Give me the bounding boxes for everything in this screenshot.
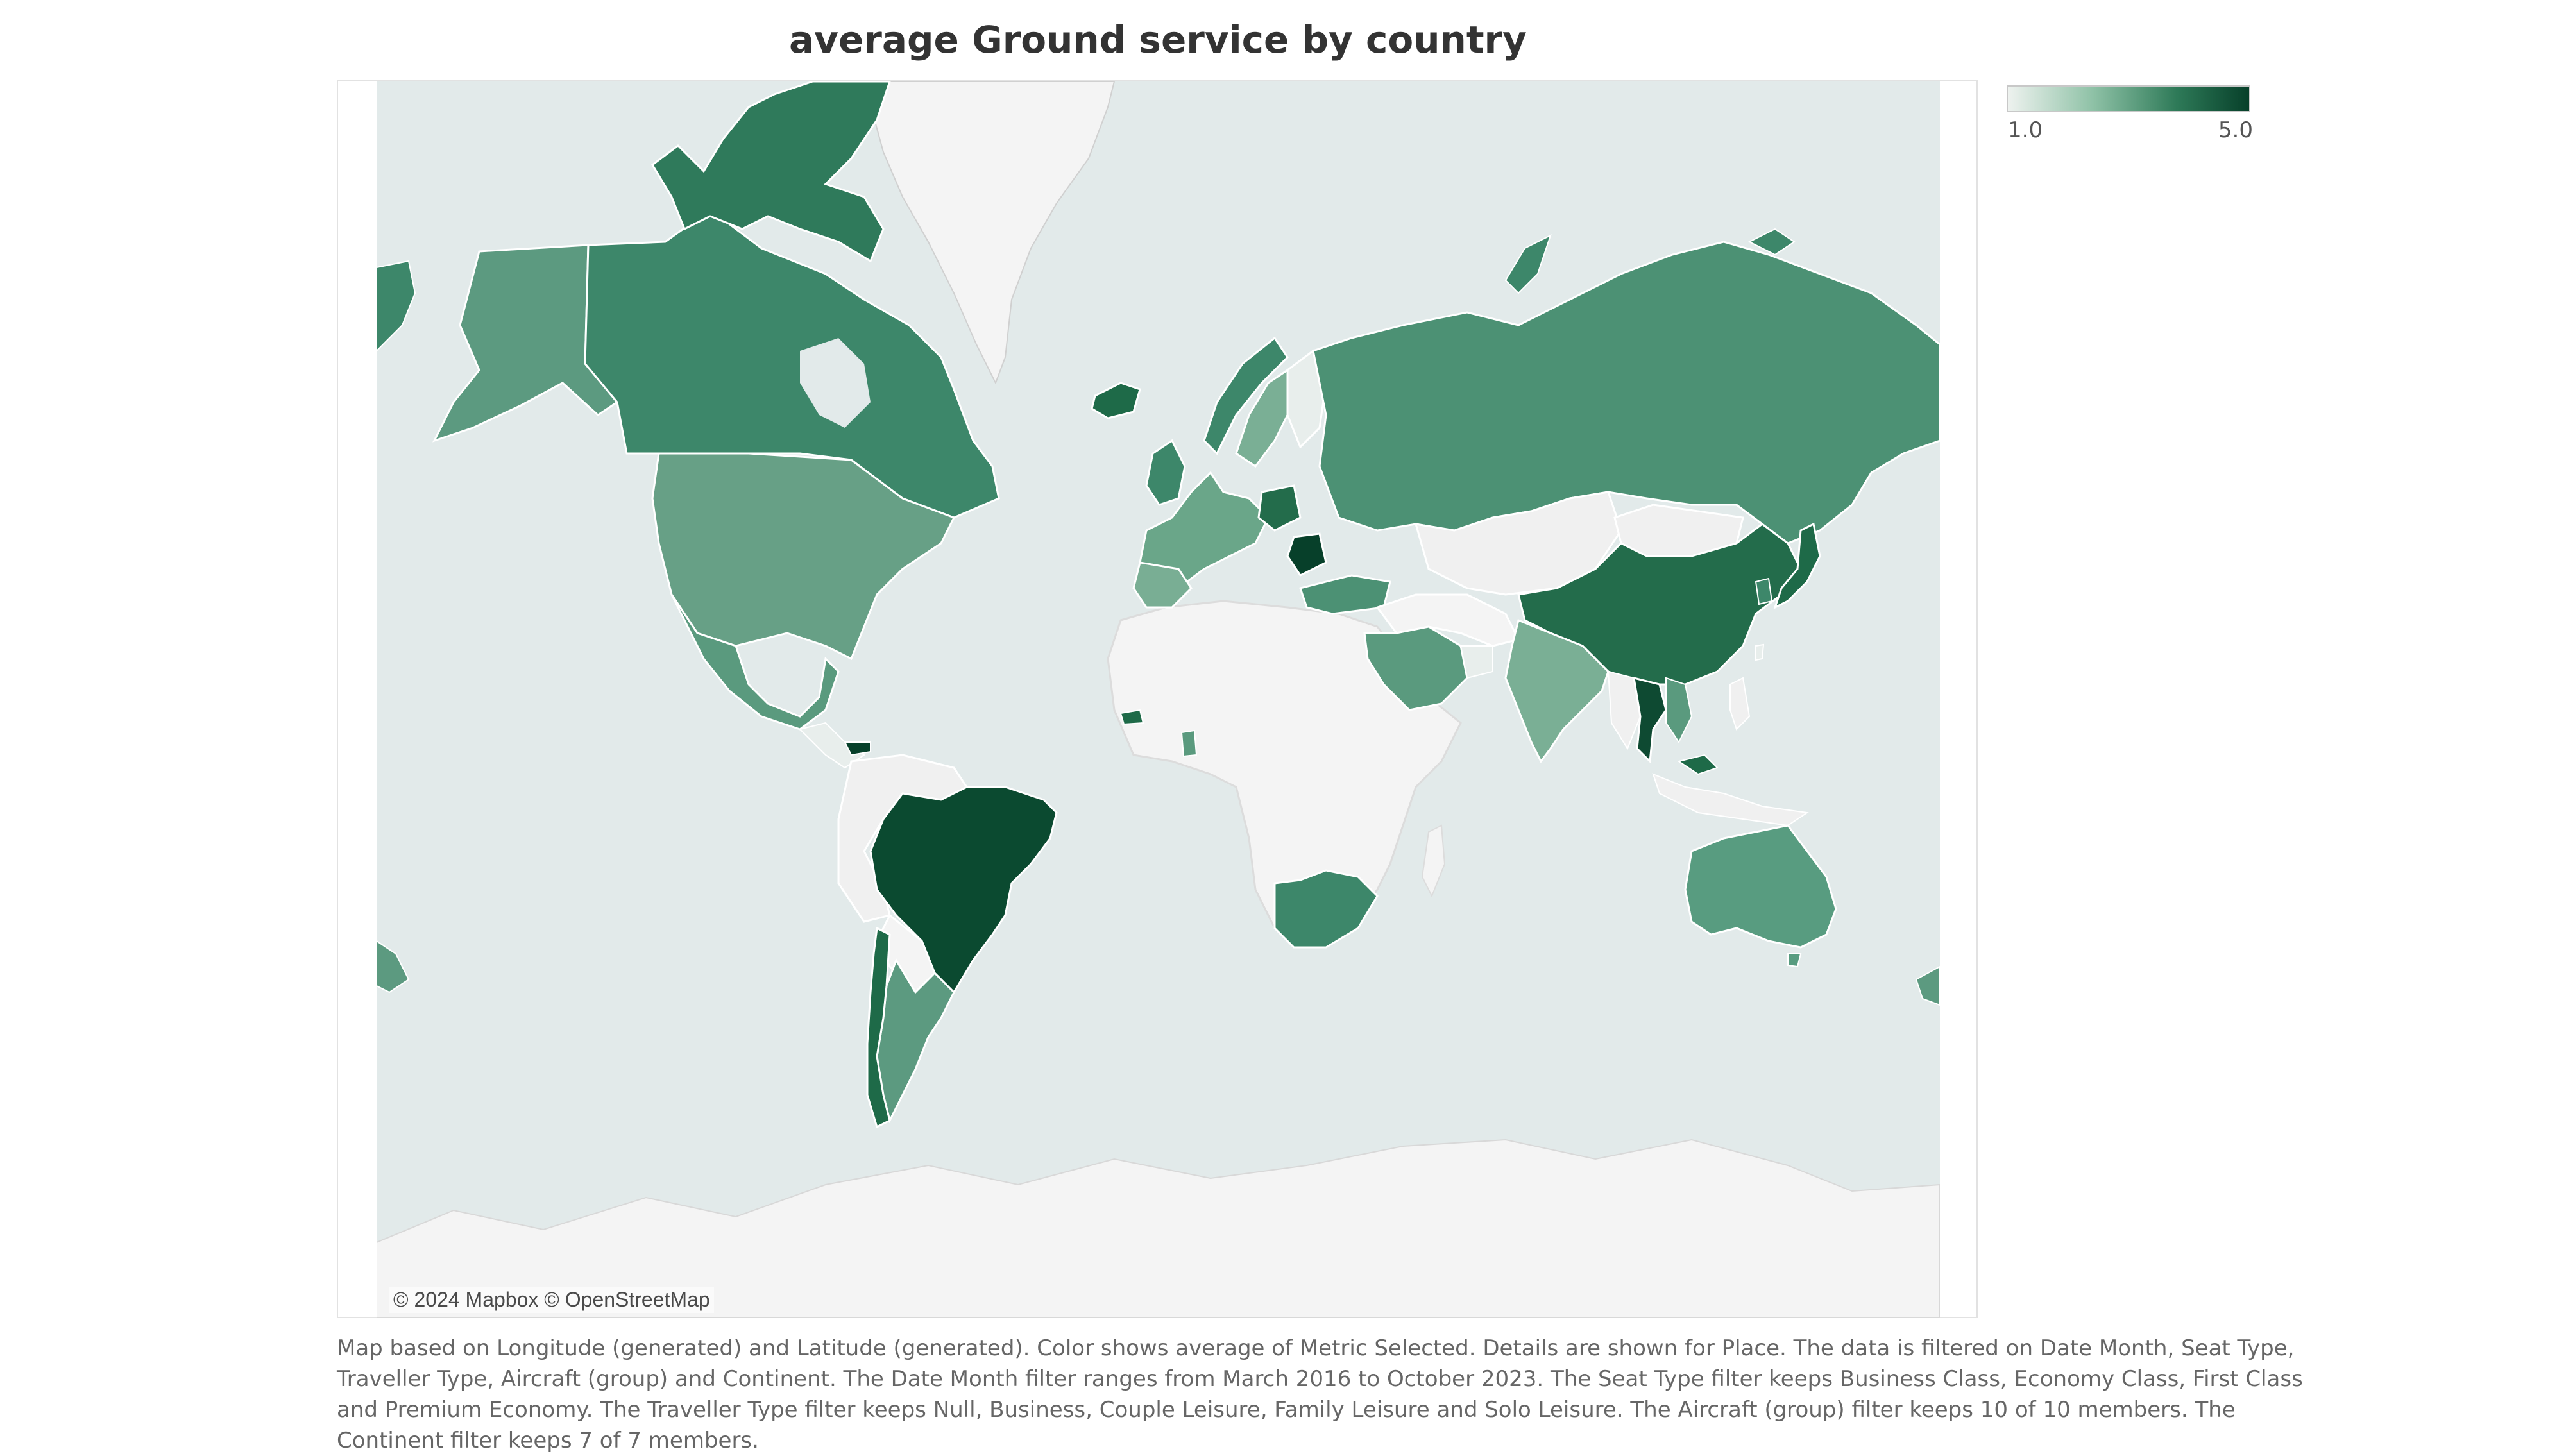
country-thailand[interactable]	[1633, 676, 1667, 764]
country-brazil[interactable]	[869, 786, 1058, 994]
country-vietnam[interactable]	[1665, 677, 1693, 743]
country-madagascar[interactable]	[1421, 824, 1446, 898]
country-malaysia[interactable]	[1677, 754, 1719, 775]
map-attribution[interactable]: © 2024 Mapbox © OpenStreetMap	[389, 1287, 714, 1313]
country-south-africa[interactable]	[1273, 869, 1379, 949]
country-myanmar[interactable]	[1607, 670, 1642, 750]
color-legend-gradient	[2007, 85, 2250, 112]
map-caption: Map based on Longitude (generated) and L…	[337, 1335, 2303, 1453]
map-frame[interactable]: © 2024 Mapbox © OpenStreetMap	[337, 80, 1978, 1318]
region-north-south-america[interactable]	[837, 754, 969, 923]
country-new-zealand[interactable]	[1915, 965, 1940, 1006]
country-new-zealand-wrap[interactable]	[377, 940, 410, 994]
chart-title: average Ground service by country	[789, 18, 1527, 62]
country-russia[interactable]	[1312, 241, 1940, 545]
country-canada[interactable]	[584, 208, 1000, 519]
country-gambia[interactable]	[1119, 709, 1144, 725]
country-canada-islands[interactable]	[651, 81, 891, 263]
country-russia-islands-2[interactable]	[1747, 228, 1796, 256]
color-legend: 1.0 5.0	[2007, 85, 2253, 143]
country-russia-islands[interactable]	[1504, 234, 1552, 294]
country-united-kingdom[interactable]	[1145, 439, 1186, 506]
country-antarctica[interactable]	[377, 1139, 1940, 1318]
country-norway[interactable]	[1203, 336, 1289, 455]
country-panama[interactable]	[844, 741, 871, 756]
country-india[interactable]	[1504, 618, 1610, 763]
region-central-america[interactable]	[799, 722, 865, 769]
country-australia[interactable]	[1684, 824, 1837, 949]
country-romania[interactable]	[1286, 532, 1327, 577]
region-africa[interactable]	[1107, 600, 1462, 936]
country-mexico[interactable]	[670, 594, 840, 731]
country-greenland[interactable]	[863, 81, 1116, 385]
country-poland[interactable]	[1257, 484, 1302, 532]
country-south-korea[interactable]	[1755, 577, 1773, 605]
region-indonesia[interactable]	[1652, 773, 1809, 827]
country-philippines[interactable]	[1729, 677, 1751, 731]
country-tasmania[interactable]	[1787, 953, 1802, 968]
country-united-states[interactable]	[651, 452, 956, 661]
country-oman-uae[interactable]	[1459, 645, 1493, 679]
country-spain[interactable]	[1132, 561, 1193, 609]
legend-min-label: 1.0	[2008, 117, 2043, 143]
country-japan[interactable]	[1773, 522, 1821, 609]
world-map[interactable]	[377, 81, 1940, 1318]
country-russia-wrap[interactable]	[377, 260, 416, 352]
color-legend-labels: 1.0 5.0	[2007, 117, 2253, 143]
legend-max-label: 5.0	[2218, 117, 2253, 143]
country-taiwan[interactable]	[1755, 643, 1765, 661]
map-canvas[interactable]: © 2024 Mapbox © OpenStreetMap	[377, 81, 1940, 1318]
country-ghana[interactable]	[1180, 729, 1198, 758]
country-iceland[interactable]	[1091, 382, 1141, 419]
hudson-bay	[800, 338, 871, 428]
country-chile[interactable]	[866, 926, 891, 1129]
country-saudi-arabia[interactable]	[1363, 625, 1468, 711]
